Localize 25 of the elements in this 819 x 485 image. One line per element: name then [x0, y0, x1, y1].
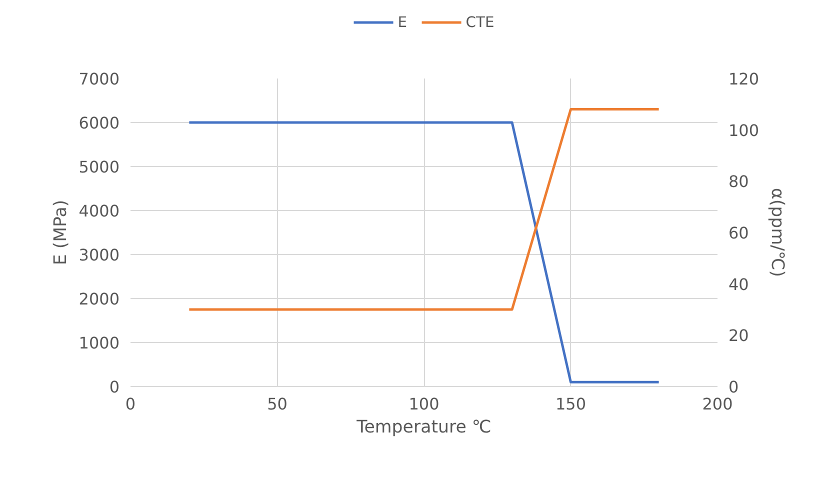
y-axis-title: E (MPa): [50, 200, 71, 266]
legend-label: E: [398, 14, 408, 30]
y-tick-label: 7000: [78, 70, 120, 88]
y2-tick-label: 120: [728, 70, 760, 88]
y2-axis-title: α(ppm/℃): [767, 188, 788, 278]
legend-label: CTE: [466, 14, 494, 30]
y-tick-label: 0: [109, 378, 120, 396]
y2-tick-label: 0: [728, 378, 739, 396]
x-tick-label: 100: [408, 394, 440, 414]
y2-tick-label: 40: [728, 274, 749, 294]
x-tick-label: 200: [702, 394, 733, 414]
y-tick-label: 2000: [78, 290, 120, 308]
y2-tick-label: 100: [728, 120, 760, 140]
y-tick-label: 6000: [78, 114, 120, 132]
y-tick-label: 1000: [78, 334, 120, 352]
x-axis-title: Temperature ℃: [356, 418, 492, 438]
x-tick-label: 0: [125, 394, 136, 414]
y-tick-label: 4000: [78, 202, 120, 220]
y-tick-label: 5000: [78, 158, 120, 176]
y2-tick-label: 60: [728, 224, 749, 242]
y2-tick-label: 80: [728, 172, 749, 192]
y-tick-label: 3000: [78, 246, 120, 264]
x-tick-label: 150: [555, 394, 586, 414]
x-tick-label: 50: [267, 394, 288, 414]
y2-tick-label: 20: [728, 326, 749, 346]
